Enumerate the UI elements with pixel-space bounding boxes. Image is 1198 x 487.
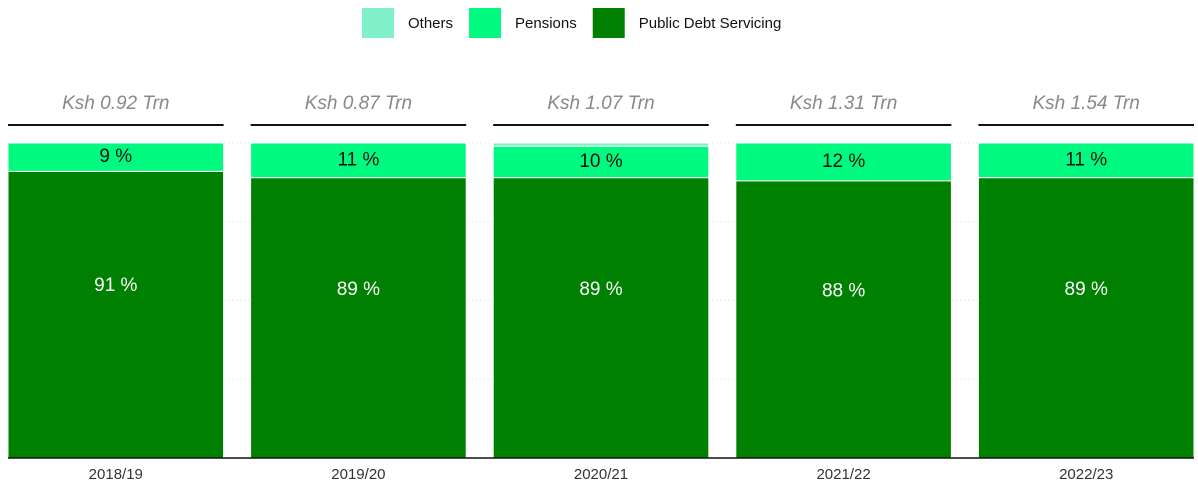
value-label: 89 %	[337, 279, 380, 300]
bar-segment	[492, 145, 710, 179]
value-label: 11 %	[337, 149, 379, 170]
legend-label: Others	[408, 15, 453, 32]
x-tick-label: 2021/22	[816, 466, 870, 483]
x-tick-label: 2020/21	[574, 466, 628, 483]
x-tick-label: 2019/20	[331, 466, 385, 483]
value-label: 89 %	[1065, 279, 1108, 300]
total-label: Ksh 0.87 Trn	[305, 93, 412, 114]
bar-segment	[250, 142, 467, 179]
total-label: Ksh 1.54 Trn	[1033, 93, 1140, 114]
bar-segment	[735, 180, 952, 459]
total-label: Ksh 1.31 Trn	[790, 93, 897, 114]
bar-segment	[735, 142, 952, 182]
value-label: 10 %	[579, 151, 622, 172]
total-label: Ksh 0.92 Trn	[62, 93, 169, 114]
bar-segment	[7, 170, 225, 459]
legend-label: Public Debt Servicing	[639, 15, 782, 32]
bar-segment	[250, 177, 467, 459]
x-tick-label: 2018/19	[89, 466, 143, 483]
legend-swatch	[592, 8, 625, 38]
bar-segment	[977, 177, 1195, 459]
value-label: 12 %	[822, 151, 865, 172]
value-label: 11 %	[1065, 149, 1107, 170]
bar-segment	[492, 177, 710, 459]
value-label: 89 %	[579, 279, 622, 300]
value-label: 9 %	[99, 146, 132, 167]
bar-segment	[977, 142, 1195, 179]
bar-segment	[492, 142, 710, 147]
legend-label: Pensions	[515, 15, 577, 32]
value-label: 91 %	[94, 275, 137, 296]
total-label: Ksh 1.07 Trn	[547, 93, 654, 114]
value-label: 88 %	[822, 281, 865, 302]
legend-swatch	[469, 8, 502, 38]
legend-swatch	[362, 8, 394, 38]
x-tick-label: 2022/23	[1059, 466, 1113, 483]
bar-segment	[7, 142, 225, 172]
